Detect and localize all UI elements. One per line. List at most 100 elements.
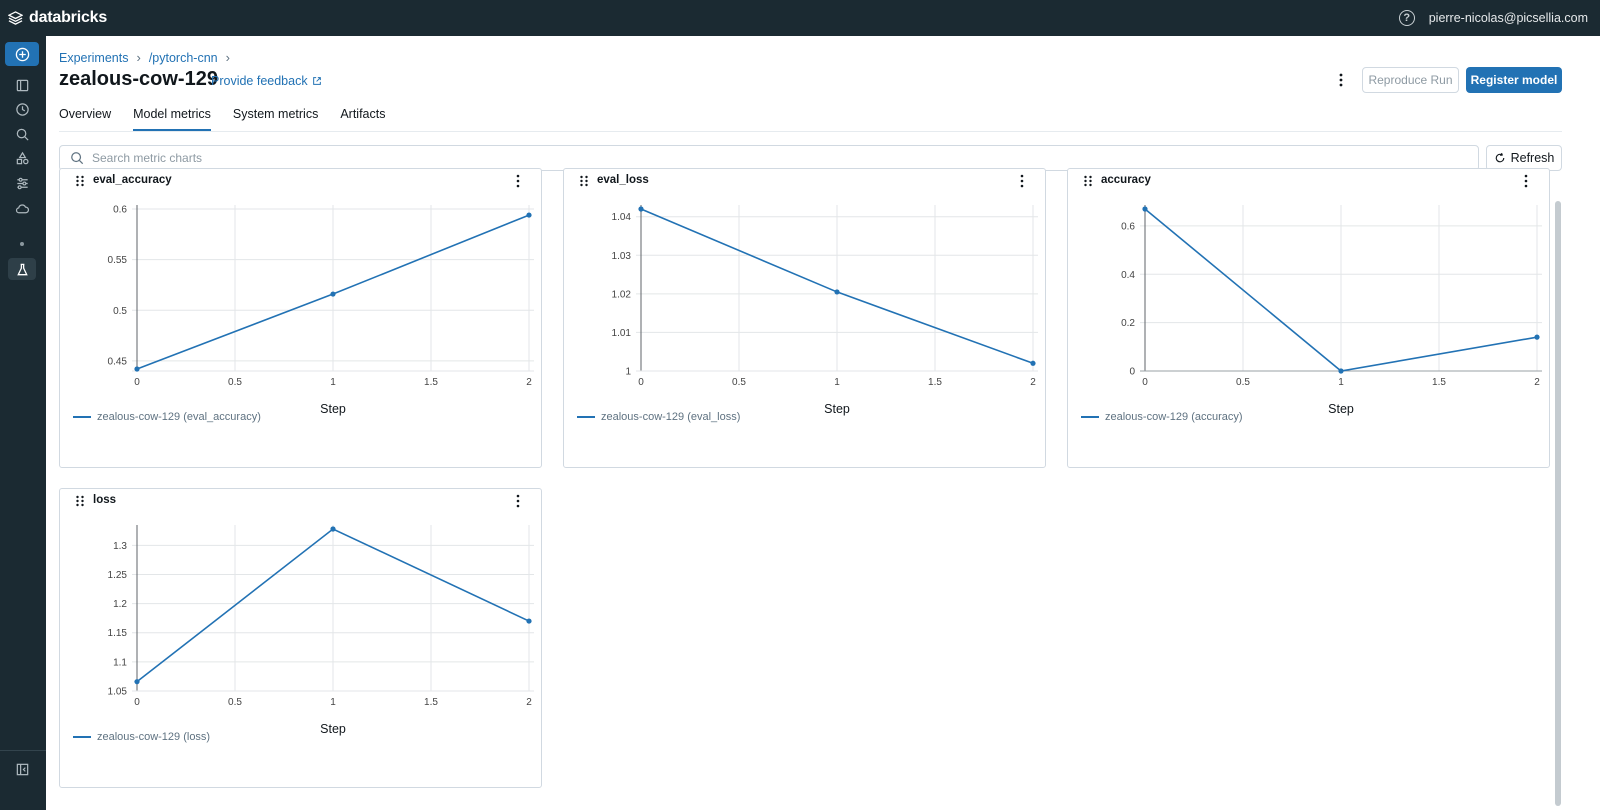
- y-tick-label: 0.45: [108, 356, 128, 367]
- x-tick-label: 0.5: [732, 377, 746, 388]
- y-tick-label: 0: [1129, 367, 1135, 378]
- breadcrumb-experiments[interactable]: Experiments: [59, 50, 129, 65]
- tab-artifacts[interactable]: Artifacts: [340, 107, 386, 121]
- data-point: [134, 366, 140, 372]
- databricks-logo[interactable]: databricks: [8, 9, 107, 27]
- metric-search-input[interactable]: [92, 151, 1472, 165]
- rail-collapse[interactable]: [8, 758, 36, 780]
- drag-handle-icon[interactable]: [1083, 175, 1093, 187]
- flask-icon: [16, 263, 28, 275]
- register-model-button[interactable]: Register model: [1466, 67, 1562, 93]
- data-point: [526, 212, 532, 218]
- x-tick-label: 0.5: [228, 697, 242, 708]
- chart-menu-kebab-icon[interactable]: [1519, 174, 1533, 188]
- chart-plot: 0 0.5 1 1.5 2 0 0.2 0.4 0.6 Step: [1121, 205, 1542, 416]
- rail-workspace[interactable]: [8, 74, 36, 96]
- chart-card-loss: loss 0 0.5 1 1.5 2 1.05 1.1 1.15 1.2 1.25 1.3 Step ze…: [59, 488, 542, 788]
- chart-card-eval-accuracy: eval_accuracy 0 0.5 1 1.5 2 0.45 0.5 0.55 0.6 Step…: [59, 168, 542, 468]
- collapse-sidebar-icon: [16, 763, 28, 775]
- refresh-button[interactable]: Refresh: [1486, 145, 1562, 171]
- x-tick-label: 2: [526, 377, 532, 388]
- user-menu[interactable]: pierre-nicolas@picsellia.com: [1428, 11, 1588, 25]
- drag-handle-icon[interactable]: [75, 175, 85, 187]
- clock-icon: [15, 102, 29, 116]
- x-tick-label: 1.5: [424, 697, 438, 708]
- top-bar: databricks ? pierre-nicolas@picsellia.co…: [0, 0, 1600, 36]
- legend-item[interactable]: zealous-cow-129 (eval_loss): [577, 411, 740, 423]
- rail-separator-dot: [20, 242, 24, 246]
- x-tick-label: 1.5: [424, 377, 438, 388]
- search-icon: [71, 152, 84, 165]
- x-axis-label: Step: [320, 722, 346, 736]
- legend-swatch: [1081, 416, 1099, 418]
- rail-search[interactable]: [8, 123, 36, 145]
- legend-item[interactable]: zealous-cow-129 (loss): [73, 731, 210, 743]
- refresh-icon: [1495, 152, 1504, 163]
- data-point: [1534, 334, 1540, 340]
- chart-plot: 0 0.5 1 1.5 2 1 1.01 1.02 1.03 1.04 Step: [612, 205, 1038, 416]
- refresh-label: Refresh: [1510, 151, 1555, 165]
- x-axis-label: Step: [320, 402, 346, 416]
- rail-workflows[interactable]: [8, 172, 36, 194]
- x-tick-label: 2: [1030, 377, 1036, 388]
- page-title: zealous-cow-129: [59, 68, 218, 90]
- rail-recents[interactable]: [8, 98, 36, 120]
- chart-menu-kebab-icon[interactable]: [511, 174, 525, 188]
- x-tick-label: 1: [1338, 377, 1344, 388]
- y-tick-label: 0.55: [108, 255, 128, 266]
- x-tick-label: 1: [330, 377, 336, 388]
- legend-item[interactable]: zealous-cow-129 (eval_accuracy): [73, 411, 261, 423]
- data-point: [1142, 206, 1148, 212]
- drag-handle-icon[interactable]: [579, 175, 589, 187]
- left-navigation-rail: [0, 36, 46, 810]
- tab-system-metrics[interactable]: System metrics: [232, 107, 319, 121]
- rail-compute[interactable]: [8, 197, 36, 219]
- y-tick-label: 1.3: [113, 541, 127, 552]
- chart-header: eval_accuracy: [60, 169, 541, 193]
- breadcrumb-experiment[interactable]: /pytorch-cnn: [148, 50, 218, 65]
- rail-experiments[interactable]: [8, 258, 36, 280]
- legend-item[interactable]: zealous-cow-129 (accuracy): [1081, 411, 1243, 423]
- chart-menu-kebab-icon[interactable]: [511, 494, 525, 508]
- x-tick-label: 0.5: [1236, 377, 1250, 388]
- provide-feedback-link[interactable]: Provide feedback: [211, 74, 322, 88]
- workflows-icon: [16, 177, 28, 189]
- tab-model-metrics[interactable]: Model metrics: [133, 107, 211, 131]
- legend-label: zealous-cow-129 (loss): [97, 731, 211, 743]
- rail-catalog[interactable]: [8, 147, 36, 169]
- x-tick-label: 2: [1534, 377, 1540, 388]
- scrollbar[interactable]: [1554, 196, 1562, 810]
- new-button[interactable]: [5, 42, 39, 66]
- chart-header: eval_loss: [564, 169, 1045, 193]
- data-point: [526, 618, 532, 624]
- more-options-button[interactable]: [1330, 69, 1352, 91]
- data-point: [638, 206, 644, 212]
- scrollbar-thumb[interactable]: [1555, 201, 1561, 806]
- databricks-logo-icon: [8, 10, 23, 25]
- data-point: [330, 291, 336, 297]
- run-tabs: Overview Model metrics System metrics Ar…: [59, 107, 385, 131]
- y-tick-label: 0.6: [1121, 221, 1135, 232]
- y-tick-label: 0.4: [1121, 270, 1135, 281]
- y-tick-label: 1.04: [612, 212, 632, 223]
- chevron-right-icon: ›: [136, 50, 141, 65]
- data-point: [1030, 360, 1036, 366]
- brand-name: databricks: [29, 9, 108, 26]
- feedback-label: Provide feedback: [211, 74, 308, 88]
- chart-title: eval_accuracy: [93, 174, 172, 186]
- chart-menu-kebab-icon[interactable]: [1015, 174, 1029, 188]
- tabs-divider: [59, 131, 1562, 132]
- data-point: [834, 289, 840, 295]
- chevron-right-icon: ›: [225, 50, 230, 65]
- chart-title: accuracy: [1101, 174, 1151, 186]
- help-icon[interactable]: ?: [1398, 10, 1415, 26]
- x-tick-label: 0.5: [228, 377, 242, 388]
- y-tick-label: 0.2: [1121, 318, 1135, 329]
- chart-header: accuracy: [1068, 169, 1549, 193]
- tab-overview[interactable]: Overview: [59, 107, 112, 121]
- chart-plot: 0 0.5 1 1.5 2 1.05 1.1 1.15 1.2 1.25 1.3 Step: [108, 525, 534, 736]
- y-tick-label: 1.01: [612, 328, 632, 339]
- drag-handle-icon[interactable]: [75, 495, 85, 507]
- reproduce-run-button[interactable]: Reproduce Run: [1362, 67, 1459, 93]
- x-tick-label: 1: [834, 377, 840, 388]
